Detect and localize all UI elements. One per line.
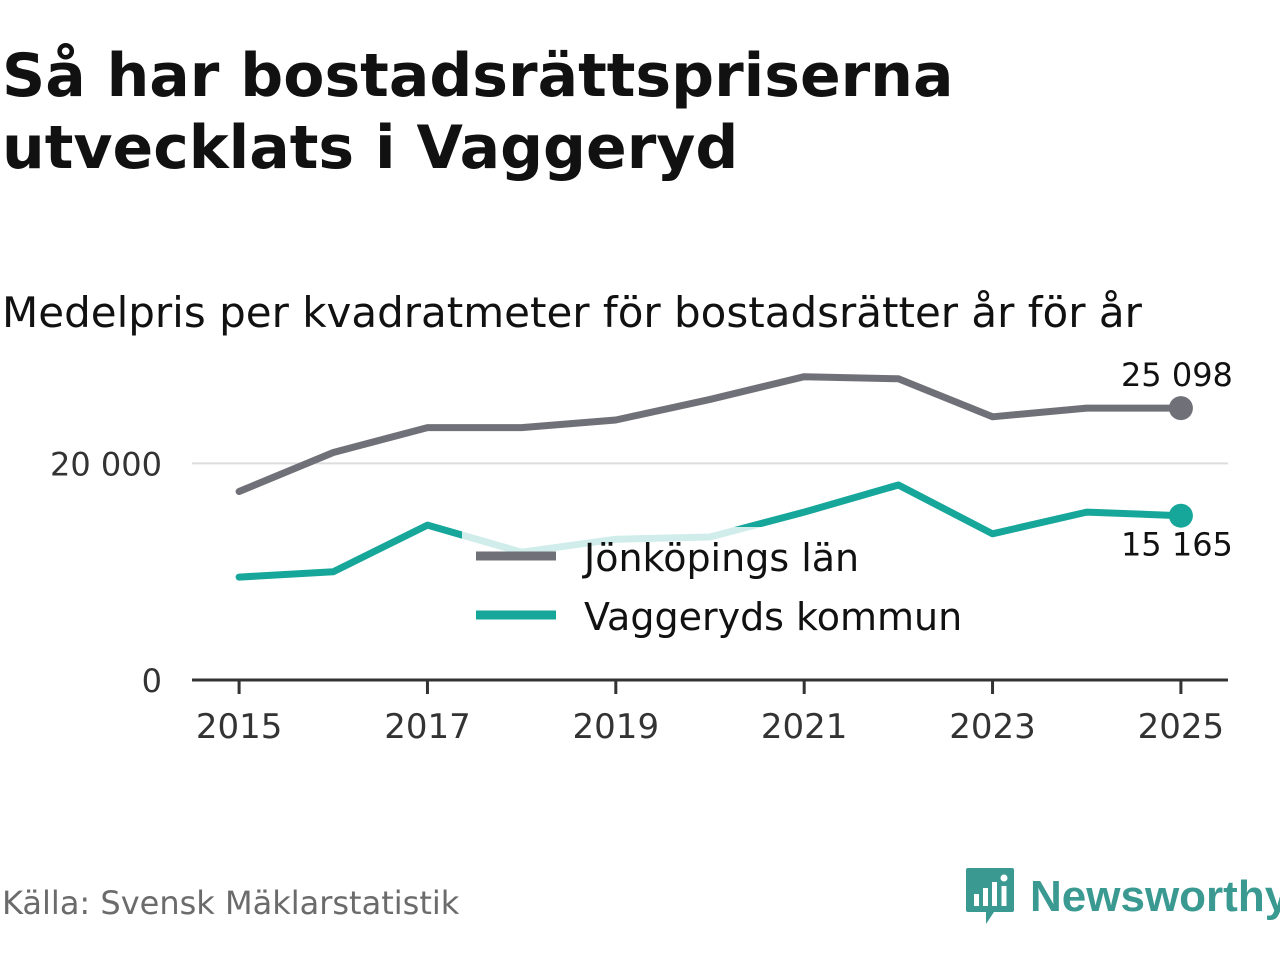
end-label-jonkopings-lan: 25 098	[1121, 356, 1233, 394]
y-tick-label: 0	[142, 662, 162, 700]
x-tick-label: 2015	[196, 707, 283, 747]
newsworthy-logo-icon	[966, 868, 1014, 924]
brand-name: Newsworthy	[1030, 872, 1280, 921]
legend-label-vaggeryds-kommun: Vaggeryds kommun	[584, 595, 962, 639]
chart-title: Så har bostadsrättspriserna utvecklats i…	[2, 41, 954, 183]
brand-logo: Newsworthy	[964, 866, 1280, 928]
x-tick-label: 2021	[761, 707, 848, 747]
x-tick-label: 2017	[384, 707, 471, 747]
chart-subtitle: Medelpris per kvadratmeter för bostadsrä…	[2, 288, 1142, 337]
x-tick-label: 2025	[1138, 707, 1225, 747]
legend-label-jonkopings-lan: Jönköpings län	[582, 536, 859, 580]
data-point-jonkopings-lan	[1168, 396, 1193, 421]
data-point-vaggeryds-kommun	[1168, 503, 1193, 528]
x-tick-label: 2023	[949, 707, 1036, 747]
series-line-jonkopings-lan	[235, 373, 1185, 495]
source-note: Källa: Svensk Mäklarstatistik	[2, 884, 460, 922]
end-label-vaggeryds-kommun: 15 165	[1121, 526, 1233, 564]
x-tick-label: 2019	[573, 707, 660, 747]
y-tick-label: 20 000	[50, 445, 162, 483]
legend-background	[462, 527, 962, 651]
